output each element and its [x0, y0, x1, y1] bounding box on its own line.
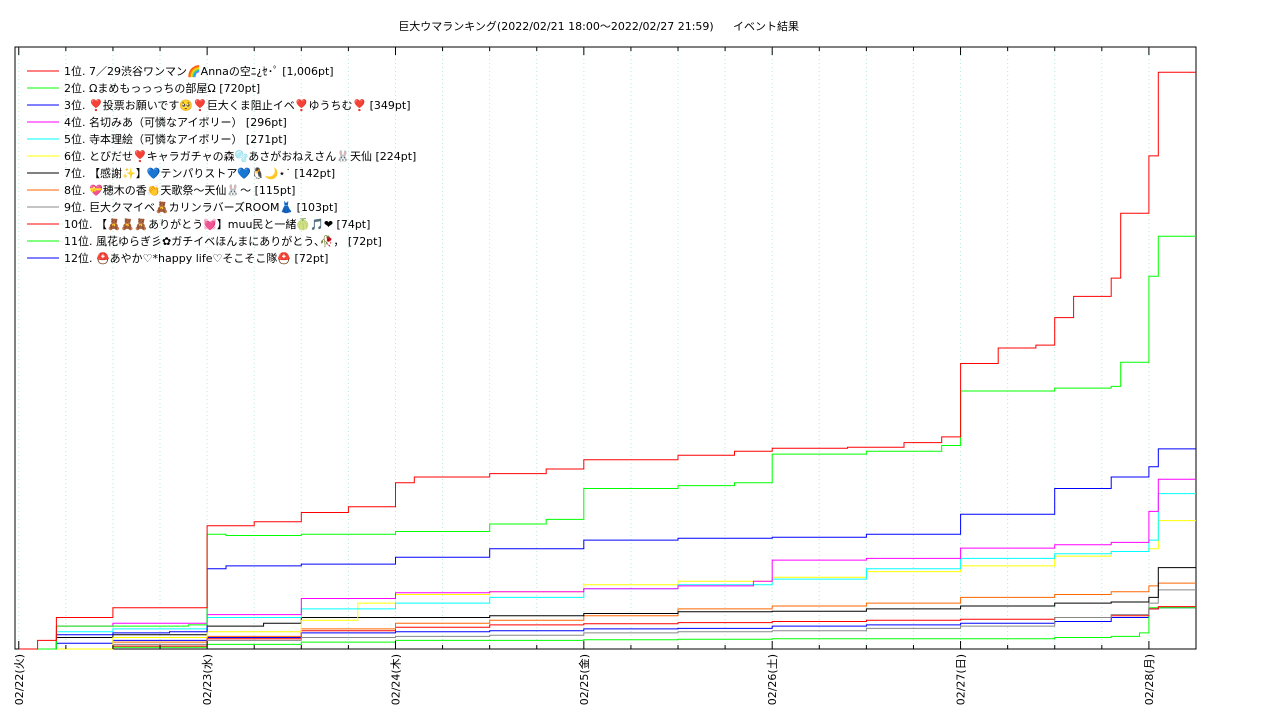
x-axis: 02/22(火) 02/23(水) 02/24(木) 02/25(金) 02/26(土)… — [13, 47, 1156, 705]
series-line — [18, 71, 1196, 650]
x-tick-label: 02/28(月) — [1143, 654, 1156, 705]
x-tick-label: 02/27(日) — [955, 654, 968, 705]
chart-subtitle: イベント結果 — [733, 19, 799, 33]
legend-entry: 11位. 風花ゆらぎ彡✿ガチイベほんまにありがとう､🥀， [72pt] — [64, 234, 382, 248]
x-tick-label: 02/22(火) — [13, 654, 26, 705]
legend-entry: 6位. とびだせ❣️キャラガチャの森🫧あさがおねえさん🐰天仙 [224pt] — [64, 149, 416, 163]
legend: 1位. 7／29渋谷ワンマン🌈Annaの空ﾆ¿ｾ･ﾟ [1,006pt] 2位. … — [27, 64, 416, 265]
legend-entry: 5位. 寺本理絵（可憐なアイボリー） [271pt] — [64, 132, 287, 146]
series-line — [18, 582, 1196, 650]
legend-entry: 7位. 【感謝✨】💙テンパりストア💙🐧🌙⋆˙ [142pt] — [64, 166, 335, 180]
x-tick-label: 02/26(土) — [766, 654, 779, 705]
series-line — [18, 235, 1196, 650]
legend-entry: 12位. ⛑️あやか♡*happy life♡そこそこ隊⛑️ [72pt] — [64, 251, 328, 265]
legend-entry: 3位. ❣️投票お願いです🥺❣️巨大くま阻止イベ❣️ゆうちむ❣️ [349pt] — [64, 98, 411, 112]
series-line — [18, 567, 1196, 650]
series-line — [18, 607, 1196, 650]
grid-lines — [18, 47, 1150, 649]
legend-entry: 8位. 💝穂木の香👏天歌祭〜天仙🐰〜 [115pt] — [64, 183, 295, 197]
x-tick-label: 02/23(水) — [201, 654, 214, 705]
legend-entry: 4位. 名切みあ（可憐なアイボリー） [296pt] — [64, 115, 287, 129]
legend-entry: 10位. 【🧸🧸🧸ありがとう💓】muu民と一緒🍈🎵❤ [74pt] — [64, 217, 370, 231]
series-line — [18, 606, 1196, 650]
x-tick-label: 02/24(木) — [389, 654, 402, 705]
series-line — [18, 448, 1196, 650]
plot-frame — [14, 46, 1197, 650]
legend-entry: 2位. Ωまめもっっっちの部屋Ω [720pt] — [64, 81, 260, 95]
x-tick-label: 02/25(金) — [577, 654, 591, 705]
series-lines — [18, 71, 1196, 650]
chart-title: 巨大ウマランキング(2022/02/21 18:00〜2022/02/27 21… — [398, 19, 713, 33]
legend-entry: 1位. 7／29渋谷ワンマン🌈Annaの空ﾆ¿ｾ･ﾟ [1,006pt] — [64, 64, 334, 78]
legend-entry: 9位. 巨大クマイベ🧸カリンラバーズROOM👗 [103pt] — [64, 200, 338, 214]
series-line — [18, 589, 1196, 650]
